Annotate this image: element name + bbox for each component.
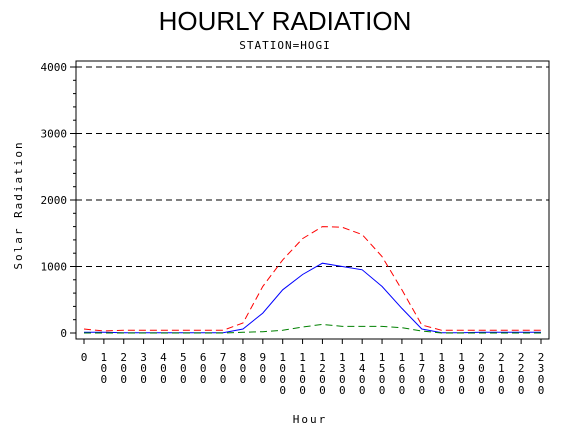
chart-subtitle: STATION=HOGI [239, 39, 330, 52]
x-tick-label: 0 [81, 351, 88, 364]
chart-title: HOURLY RADIATION [159, 6, 412, 36]
y-tick-label: 0 [60, 327, 67, 340]
y-tick-label: 2000 [41, 194, 68, 207]
series-line-1 [83, 226, 541, 332]
grid [76, 66, 549, 267]
x-axis-label: Hour [293, 413, 328, 426]
series-line-3 [84, 323, 541, 334]
y-tick-label: 1000 [41, 261, 68, 274]
y-tick-label: 4000 [41, 61, 68, 74]
y-tick-label: 3000 [41, 128, 68, 141]
y-axis-label: Solar Radiation [12, 140, 25, 269]
axes: 0 1000 2000 3000 4000 0 1 0 0 2 0 0 3 0 0 4 0 0 5 0 0 6 0 0 7 0 0 8… [41, 60, 550, 397]
series-line-2 [84, 262, 541, 334]
series-layer [83, 226, 541, 334]
